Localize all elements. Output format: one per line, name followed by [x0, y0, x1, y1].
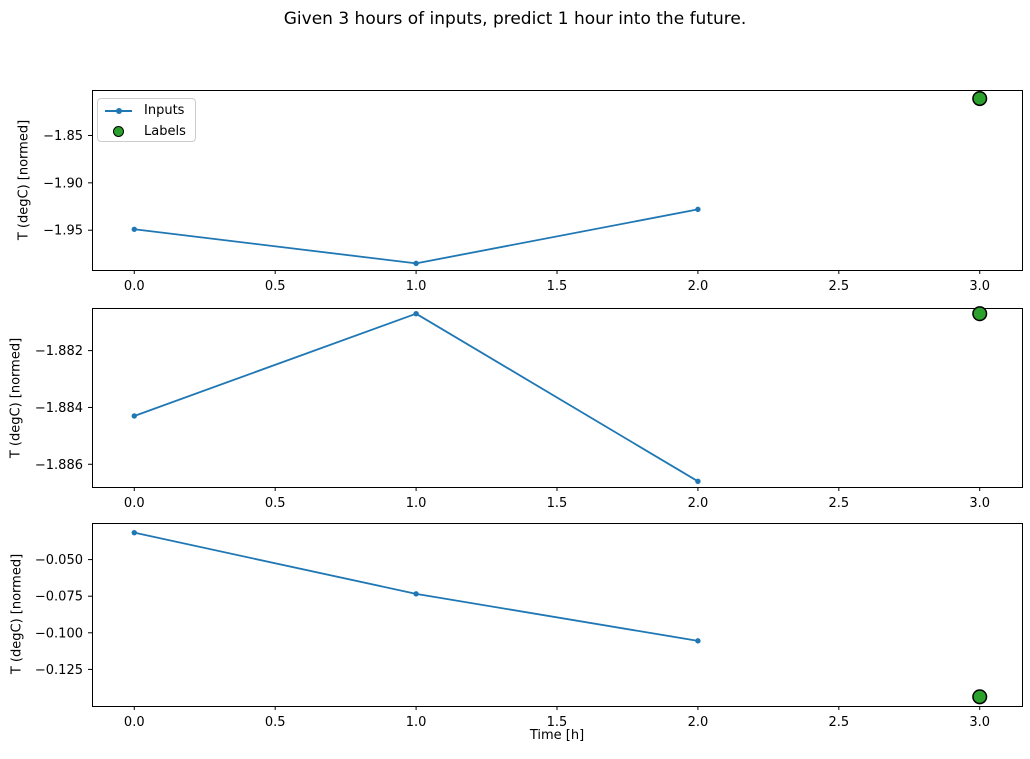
legend-label-labels: Labels: [144, 124, 186, 139]
x-tick-label: 2.0: [688, 715, 709, 730]
y-tick-label: −1.85: [43, 129, 83, 144]
inputs-marker: [131, 226, 137, 232]
x-tick-label: 1.5: [547, 496, 568, 511]
y-tick-label: −1.884: [35, 401, 83, 416]
inputs-marker: [413, 260, 419, 267]
inputs-marker: [695, 206, 701, 213]
y-tick-label: −1.95: [43, 224, 83, 239]
chart-title: Given 3 hours of inputs, predict 1 hour …: [283, 9, 747, 29]
plot-area-border: [92, 90, 1023, 271]
x-tick-label: 2.5: [828, 496, 849, 511]
plot-area-border: [92, 523, 1023, 707]
x-tick-label: 0.0: [124, 496, 145, 511]
y-tick-label: −0.075: [35, 590, 83, 605]
inputs-marker: [413, 591, 419, 597]
inputs-line-sample: [105, 107, 132, 114]
labels-marker: [972, 90, 988, 107]
x-tick-label: 0.0: [124, 279, 145, 294]
x-tick-label: 0.0: [124, 715, 145, 730]
legend-item-inputs: Inputs: [98, 100, 195, 121]
y-tick-label: −1.882: [35, 344, 83, 359]
ylabel-subplot-2: T (degC) [normed]: [8, 337, 24, 459]
inputs-marker: [131, 529, 137, 536]
legend-item-labels: Labels: [98, 121, 195, 142]
labels-circle-icon: [113, 126, 124, 137]
x-tick-label: 2.5: [828, 279, 849, 294]
x-tick-label: 0.5: [265, 496, 286, 511]
x-tick-label: 3.0: [969, 279, 990, 294]
x-tick-label: 1.5: [547, 279, 568, 294]
x-tick-label: 3.0: [969, 715, 990, 730]
x-tick-label: 0.5: [265, 279, 286, 294]
x-tick-label: 1.0: [406, 715, 427, 730]
y-tick-label: −0.100: [35, 626, 83, 641]
x-tick-label: 2.5: [828, 715, 849, 730]
y-tick-label: −0.125: [35, 663, 83, 678]
inputs-marker: [695, 638, 701, 644]
x-tick-label: 2.0: [688, 496, 709, 511]
ylabel-subplot-3: T (degC) [normed]: [9, 553, 25, 675]
y-tick-label: −0.050: [35, 553, 83, 568]
labels-marker-sample: [105, 126, 132, 137]
y-tick-label: −1.886: [35, 458, 83, 473]
x-tick-label: 2.0: [688, 279, 709, 294]
x-tick-label: 3.0: [969, 496, 990, 511]
legend: Inputs Labels: [97, 98, 196, 142]
labels-marker: [972, 689, 988, 705]
inputs-marker: [413, 310, 419, 317]
x-tick-label: 1.0: [406, 496, 427, 511]
inputs-marker-icon: [115, 107, 122, 114]
x-tick-label: 0.5: [265, 715, 286, 730]
inputs-line: [134, 208, 699, 265]
xlabel: Time [h]: [529, 728, 585, 743]
ylabel-subplot-1: T (degC) [normed]: [16, 119, 32, 241]
inputs-line: [133, 312, 699, 483]
inputs-marker: [695, 478, 701, 485]
legend-label-inputs: Inputs: [144, 103, 185, 118]
inputs-line: [134, 531, 699, 642]
x-tick-label: 1.0: [406, 279, 427, 294]
inputs-marker: [131, 413, 137, 419]
y-tick-label: −1.90: [43, 176, 83, 191]
x-tick-label: 1.5: [547, 715, 568, 730]
labels-marker: [972, 306, 988, 322]
